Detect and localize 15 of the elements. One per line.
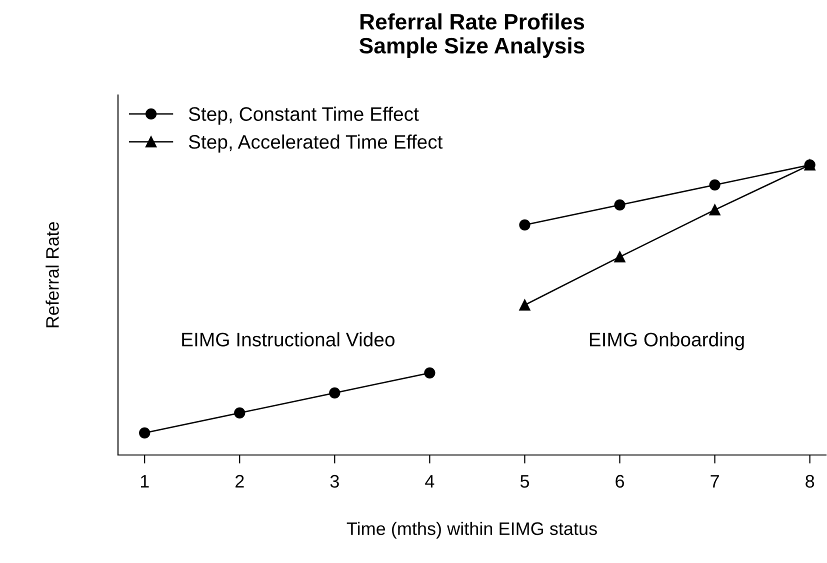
x-tick-label: 4 bbox=[425, 475, 434, 488]
x-axis-title: Time (mths) within EIMG status bbox=[346, 522, 597, 539]
x-tick-label: 3 bbox=[330, 474, 339, 488]
annotation: EIMG Onboarding bbox=[590, 332, 744, 350]
y-axis-title: Referral Rate bbox=[46, 222, 59, 328]
x-tick-label: 8 bbox=[806, 474, 814, 488]
legend-label: Step, Constant Time Effect bbox=[188, 106, 419, 125]
legend-label: Step, Accelerated Time Effect bbox=[188, 134, 443, 153]
chart-title: Referral Rate Profiles Sample Size Analysis bbox=[359, 13, 584, 58]
annotation: EIMG Instructional Video bbox=[182, 332, 394, 346]
x-tick-label: 7 bbox=[710, 475, 719, 488]
x-tick-label: 5 bbox=[520, 475, 530, 488]
x-tick-label: 2 bbox=[236, 474, 244, 488]
x-tick-label: 1 bbox=[140, 475, 149, 488]
x-tick-label: 6 bbox=[616, 474, 624, 488]
